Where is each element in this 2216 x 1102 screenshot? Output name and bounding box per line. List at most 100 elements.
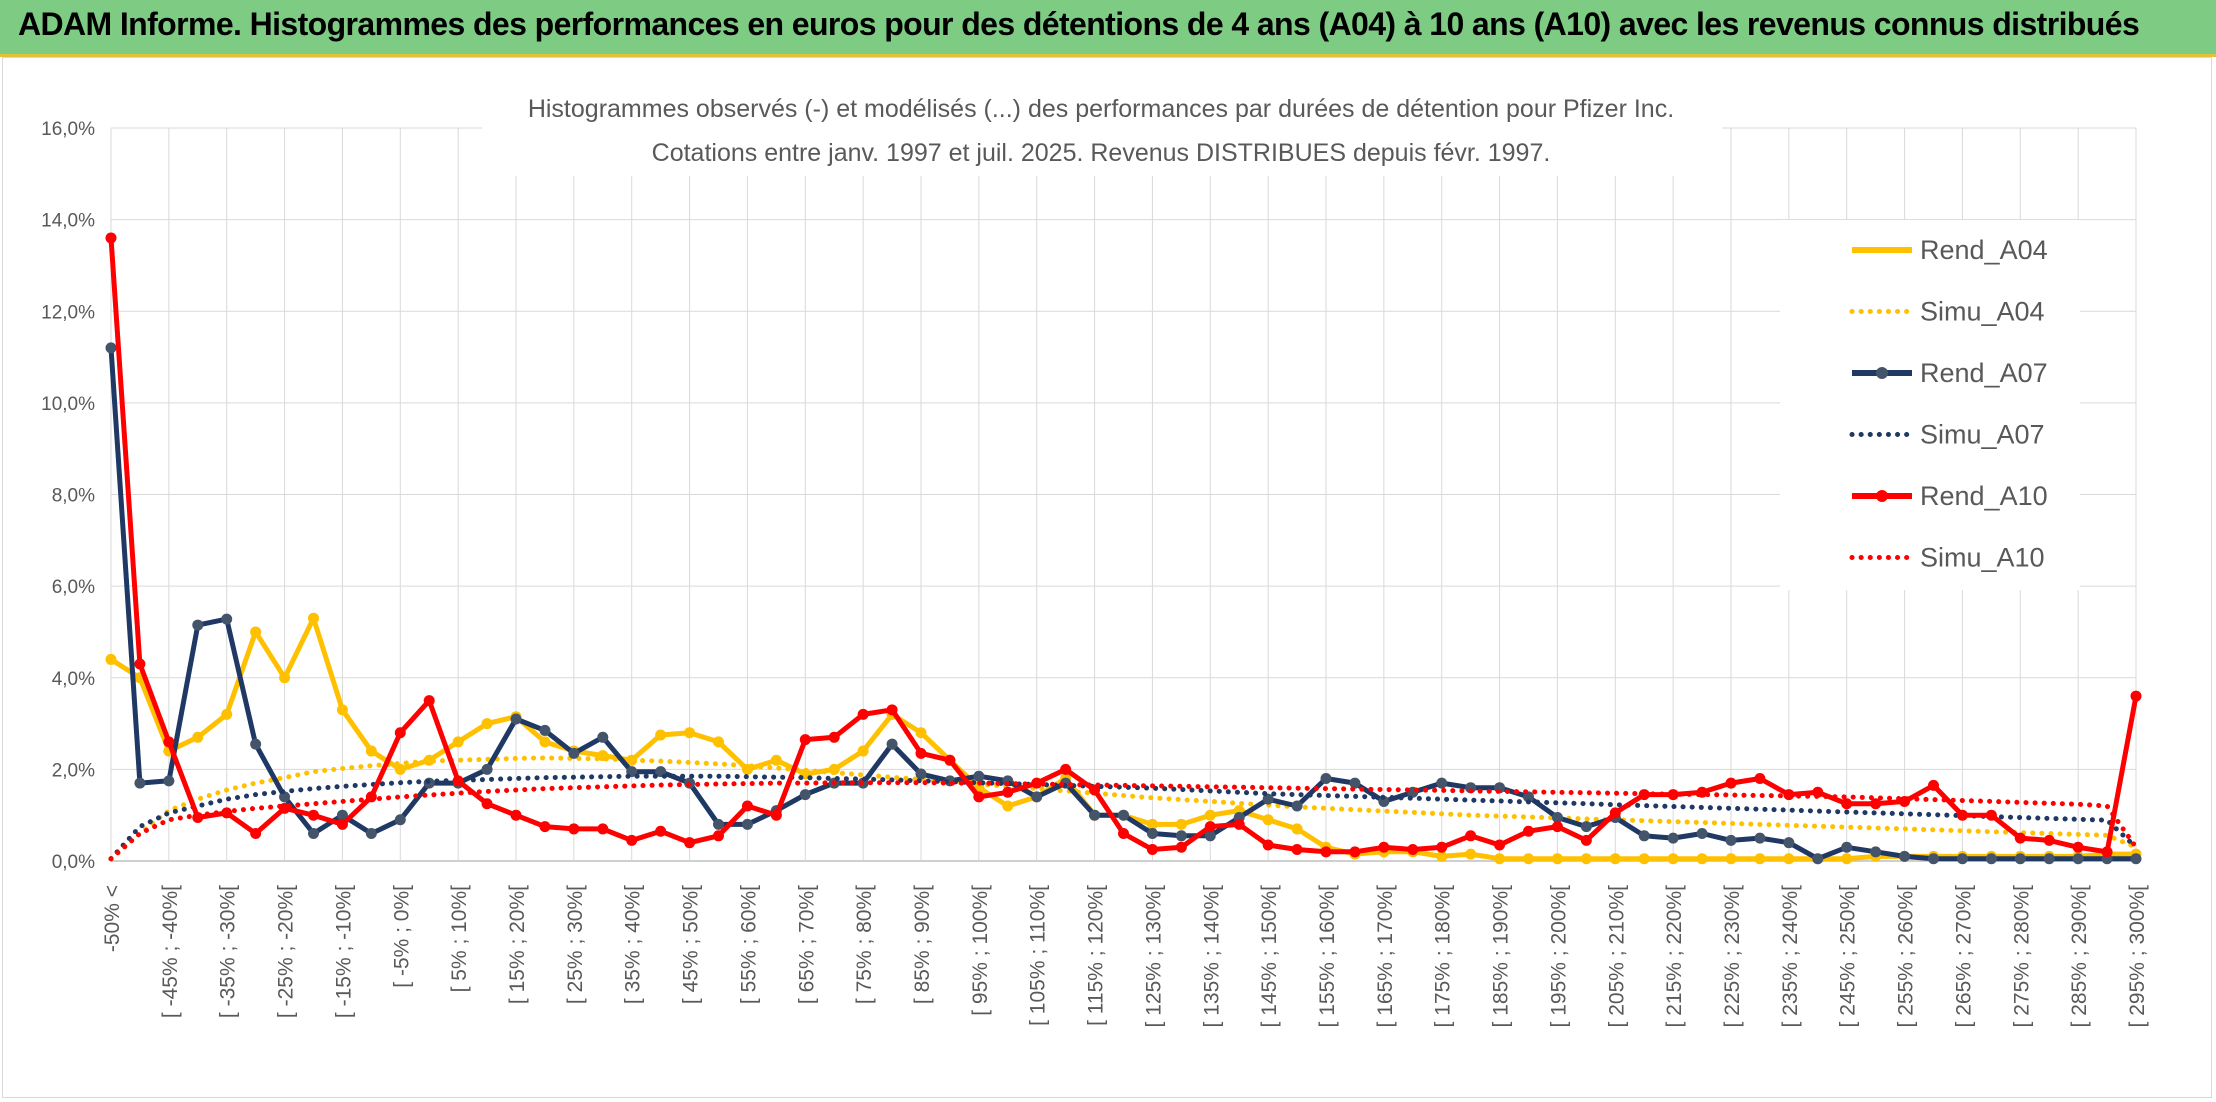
data-point-Rend_A10 (1985, 809, 1997, 821)
chart-subtitle: Cotations entre janv. 1997 et juil. 2025… (652, 139, 1551, 167)
data-point-Rend_A10 (134, 658, 146, 670)
data-point-Rend_A07 (1638, 830, 1650, 842)
data-point-Rend_A10 (944, 754, 956, 766)
data-point-Rend_A07 (915, 768, 927, 780)
data-point-Rend_A10 (394, 727, 406, 739)
data-point-Rend_A04 (1002, 800, 1014, 812)
x-tick-label: [ 225% ; 230%[ (1721, 885, 1744, 1028)
data-point-Rend_A04 (1204, 809, 1216, 821)
series-line-Rend_A04 (109, 615, 2136, 862)
data-point-Rend_A07 (886, 738, 898, 750)
data-point-Rend_A07 (1841, 841, 1853, 853)
data-point-Rend_A07 (1551, 811, 1563, 823)
data-point-Rend_A07 (1262, 793, 1274, 805)
report-banner: ADAM Informe. Histogrammes des performan… (0, 0, 2216, 57)
data-point-Rend_A10 (2072, 841, 2084, 853)
data-point-Rend_A07 (336, 809, 348, 821)
data-point-Rend_A10 (915, 747, 927, 759)
data-point-Rend_A10 (510, 809, 522, 821)
report-title: ADAM Informe. Histogrammes des performan… (18, 6, 2140, 42)
data-point-Rend_A10 (597, 823, 609, 835)
data-point-Rend_A04 (1580, 853, 1592, 865)
x-tick-label: [ 145% ; 150%[ (1258, 885, 1281, 1028)
data-point-Rend_A07 (1956, 853, 1968, 865)
data-point-Rend_A04 (1609, 853, 1621, 865)
data-point-Rend_A07 (1146, 828, 1158, 840)
y-tick-label: 8,0% (52, 486, 95, 507)
x-tick-label: [ 185% ; 190%[ (1490, 885, 1513, 1028)
x-tick-label: [ 75% ; 80%[ (853, 885, 876, 1004)
data-point-Rend_A10 (2101, 846, 2113, 858)
data-point-Rend_A07 (105, 342, 117, 354)
data-point-Rend_A04 (1436, 850, 1448, 862)
data-point-Rend_A04 (365, 745, 377, 757)
data-point-Rend_A07 (279, 791, 291, 803)
data-point-Rend_A07 (1118, 809, 1129, 821)
y-tick-label: 12,0% (41, 302, 95, 323)
data-point-Rend_A07 (134, 777, 146, 789)
x-tick-label: [ 295% ; 300%[ (2126, 885, 2149, 1028)
x-tick-label: [ -15% ; -10%[ (332, 885, 355, 1018)
x-tick-label: -50% < (101, 885, 124, 952)
y-tick-label: 16,0% (41, 119, 95, 140)
data-point-Rend_A04 (250, 626, 262, 638)
data-point-Rend_A07 (510, 713, 522, 725)
y-tick-label: 6,0% (52, 577, 95, 598)
data-point-Rend_A07 (1204, 830, 1216, 842)
legend-label: Simu_A10 (1920, 543, 2045, 573)
data-point-Rend_A04 (1754, 853, 1766, 865)
data-point-Rend_A10 (1841, 798, 1853, 810)
data-point-Rend_A10 (308, 809, 319, 821)
data-point-Rend_A10 (1407, 844, 1419, 856)
data-point-Rend_A04 (1725, 853, 1737, 865)
data-point-Rend_A04 (857, 745, 869, 757)
data-point-Rend_A04 (1494, 853, 1506, 865)
data-point-Rend_A07 (481, 763, 493, 775)
data-point-Rend_A10 (1233, 818, 1245, 830)
data-point-Rend_A04 (1841, 853, 1853, 865)
data-point-Rend_A10 (2130, 690, 2142, 702)
data-point-Rend_A10 (1494, 839, 1506, 851)
data-point-Rend_A04 (713, 736, 724, 748)
chart-title: Histogrammes observés (-) et modélisés (… (528, 95, 1674, 123)
data-point-Rend_A04 (1696, 853, 1708, 865)
data-point-Rend_A07 (973, 770, 985, 782)
data-point-Rend_A10 (1060, 763, 1072, 775)
x-tick-label: [ -35% ; -30%[ (217, 885, 240, 1018)
x-tick-label: [ 115% ; 120%[ (1085, 885, 1108, 1026)
data-point-Rend_A10 (1204, 821, 1216, 833)
data-point-Rend_A10 (828, 731, 840, 743)
y-tick-label: 14,0% (41, 211, 95, 232)
data-point-Rend_A10 (423, 695, 435, 707)
data-point-Rend_A07 (2014, 853, 2026, 865)
data-point-Rend_A04 (1523, 853, 1534, 865)
x-tick-label: [ -25% ; -20%[ (275, 885, 298, 1018)
x-tick-label: [ 275% ; 280%[ (2010, 885, 2033, 1028)
data-point-Rend_A04 (221, 708, 233, 720)
x-tick-label: [ 105% ; 110%[ (1027, 885, 1050, 1026)
data-point-Rend_A04 (1291, 823, 1303, 835)
data-point-Rend_A10 (568, 823, 580, 835)
data-point-Rend_A07 (1175, 830, 1187, 842)
data-point-Rend_A10 (1580, 834, 1592, 846)
data-point-Rend_A04 (1465, 848, 1477, 860)
data-point-Rend_A04 (105, 653, 117, 665)
data-point-Rend_A10 (1870, 798, 1882, 810)
data-point-Rend_A07 (1812, 853, 1824, 865)
data-point-Rend_A10 (886, 704, 898, 716)
data-point-Rend_A07 (250, 738, 262, 750)
series-line-Simu_A10 (108, 780, 2139, 862)
chart-legend: Rend_A04 Simu_A04 Rend_A07 Simu_A07 Rend_A10… (1780, 220, 2080, 590)
data-point-Rend_A10 (452, 775, 464, 787)
legend-label: Simu_A07 (1920, 420, 2045, 450)
data-point-Rend_A07 (1783, 837, 1795, 849)
data-point-Rend_A10 (1378, 841, 1390, 853)
x-tick-label: [ 5% ; 10%[ (448, 885, 471, 993)
data-point-Rend_A10 (713, 830, 724, 842)
data-point-Rend_A10 (481, 798, 493, 810)
y-tick-label: 10,0% (41, 394, 95, 415)
x-tick-label: [ 235% ; 240%[ (1779, 885, 1802, 1028)
data-point-Rend_A10 (1146, 844, 1158, 856)
series-line-Simu_A07 (108, 773, 2139, 862)
